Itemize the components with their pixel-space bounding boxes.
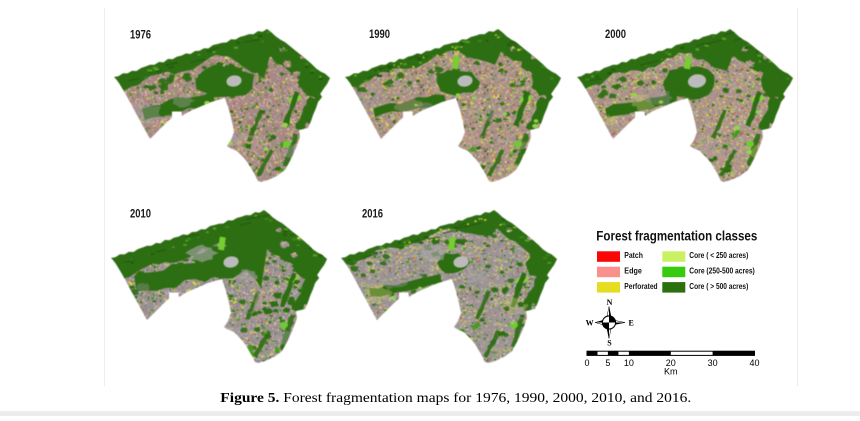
svg-text:2010: 2010 [130,207,151,221]
svg-text:1976: 1976 [130,27,151,41]
svg-text:Perforated: Perforated [624,282,657,291]
svg-text:5: 5 [605,358,610,368]
svg-text:30: 30 [708,358,718,368]
svg-text:1990: 1990 [369,27,390,41]
svg-text:2016: 2016 [362,207,383,221]
svg-text:Core ( > 500 acres): Core ( > 500 acres) [689,282,748,291]
svg-text:10: 10 [624,358,634,368]
svg-text:2000: 2000 [605,27,626,41]
svg-text:Core (250-500 acres): Core (250-500 acres) [689,267,755,276]
svg-text:N: N [607,298,613,307]
svg-text:0: 0 [584,358,589,368]
svg-text:E: E [629,318,634,327]
svg-text:Forest fragmentation classes: Forest fragmentation classes [596,229,757,244]
svg-text:40: 40 [749,358,759,368]
svg-text:20: 20 [666,358,676,368]
svg-text:S: S [607,338,612,347]
svg-text:Edge: Edge [624,267,642,276]
svg-text:Figure 5. Forest fragmentation: Figure 5. Forest fragmentation maps for … [220,390,691,405]
svg-text:Core ( < 250 acres): Core ( < 250 acres) [689,251,748,260]
svg-text:W: W [586,318,594,327]
svg-text:Patch: Patch [624,251,643,260]
svg-text:Km: Km [664,367,678,377]
